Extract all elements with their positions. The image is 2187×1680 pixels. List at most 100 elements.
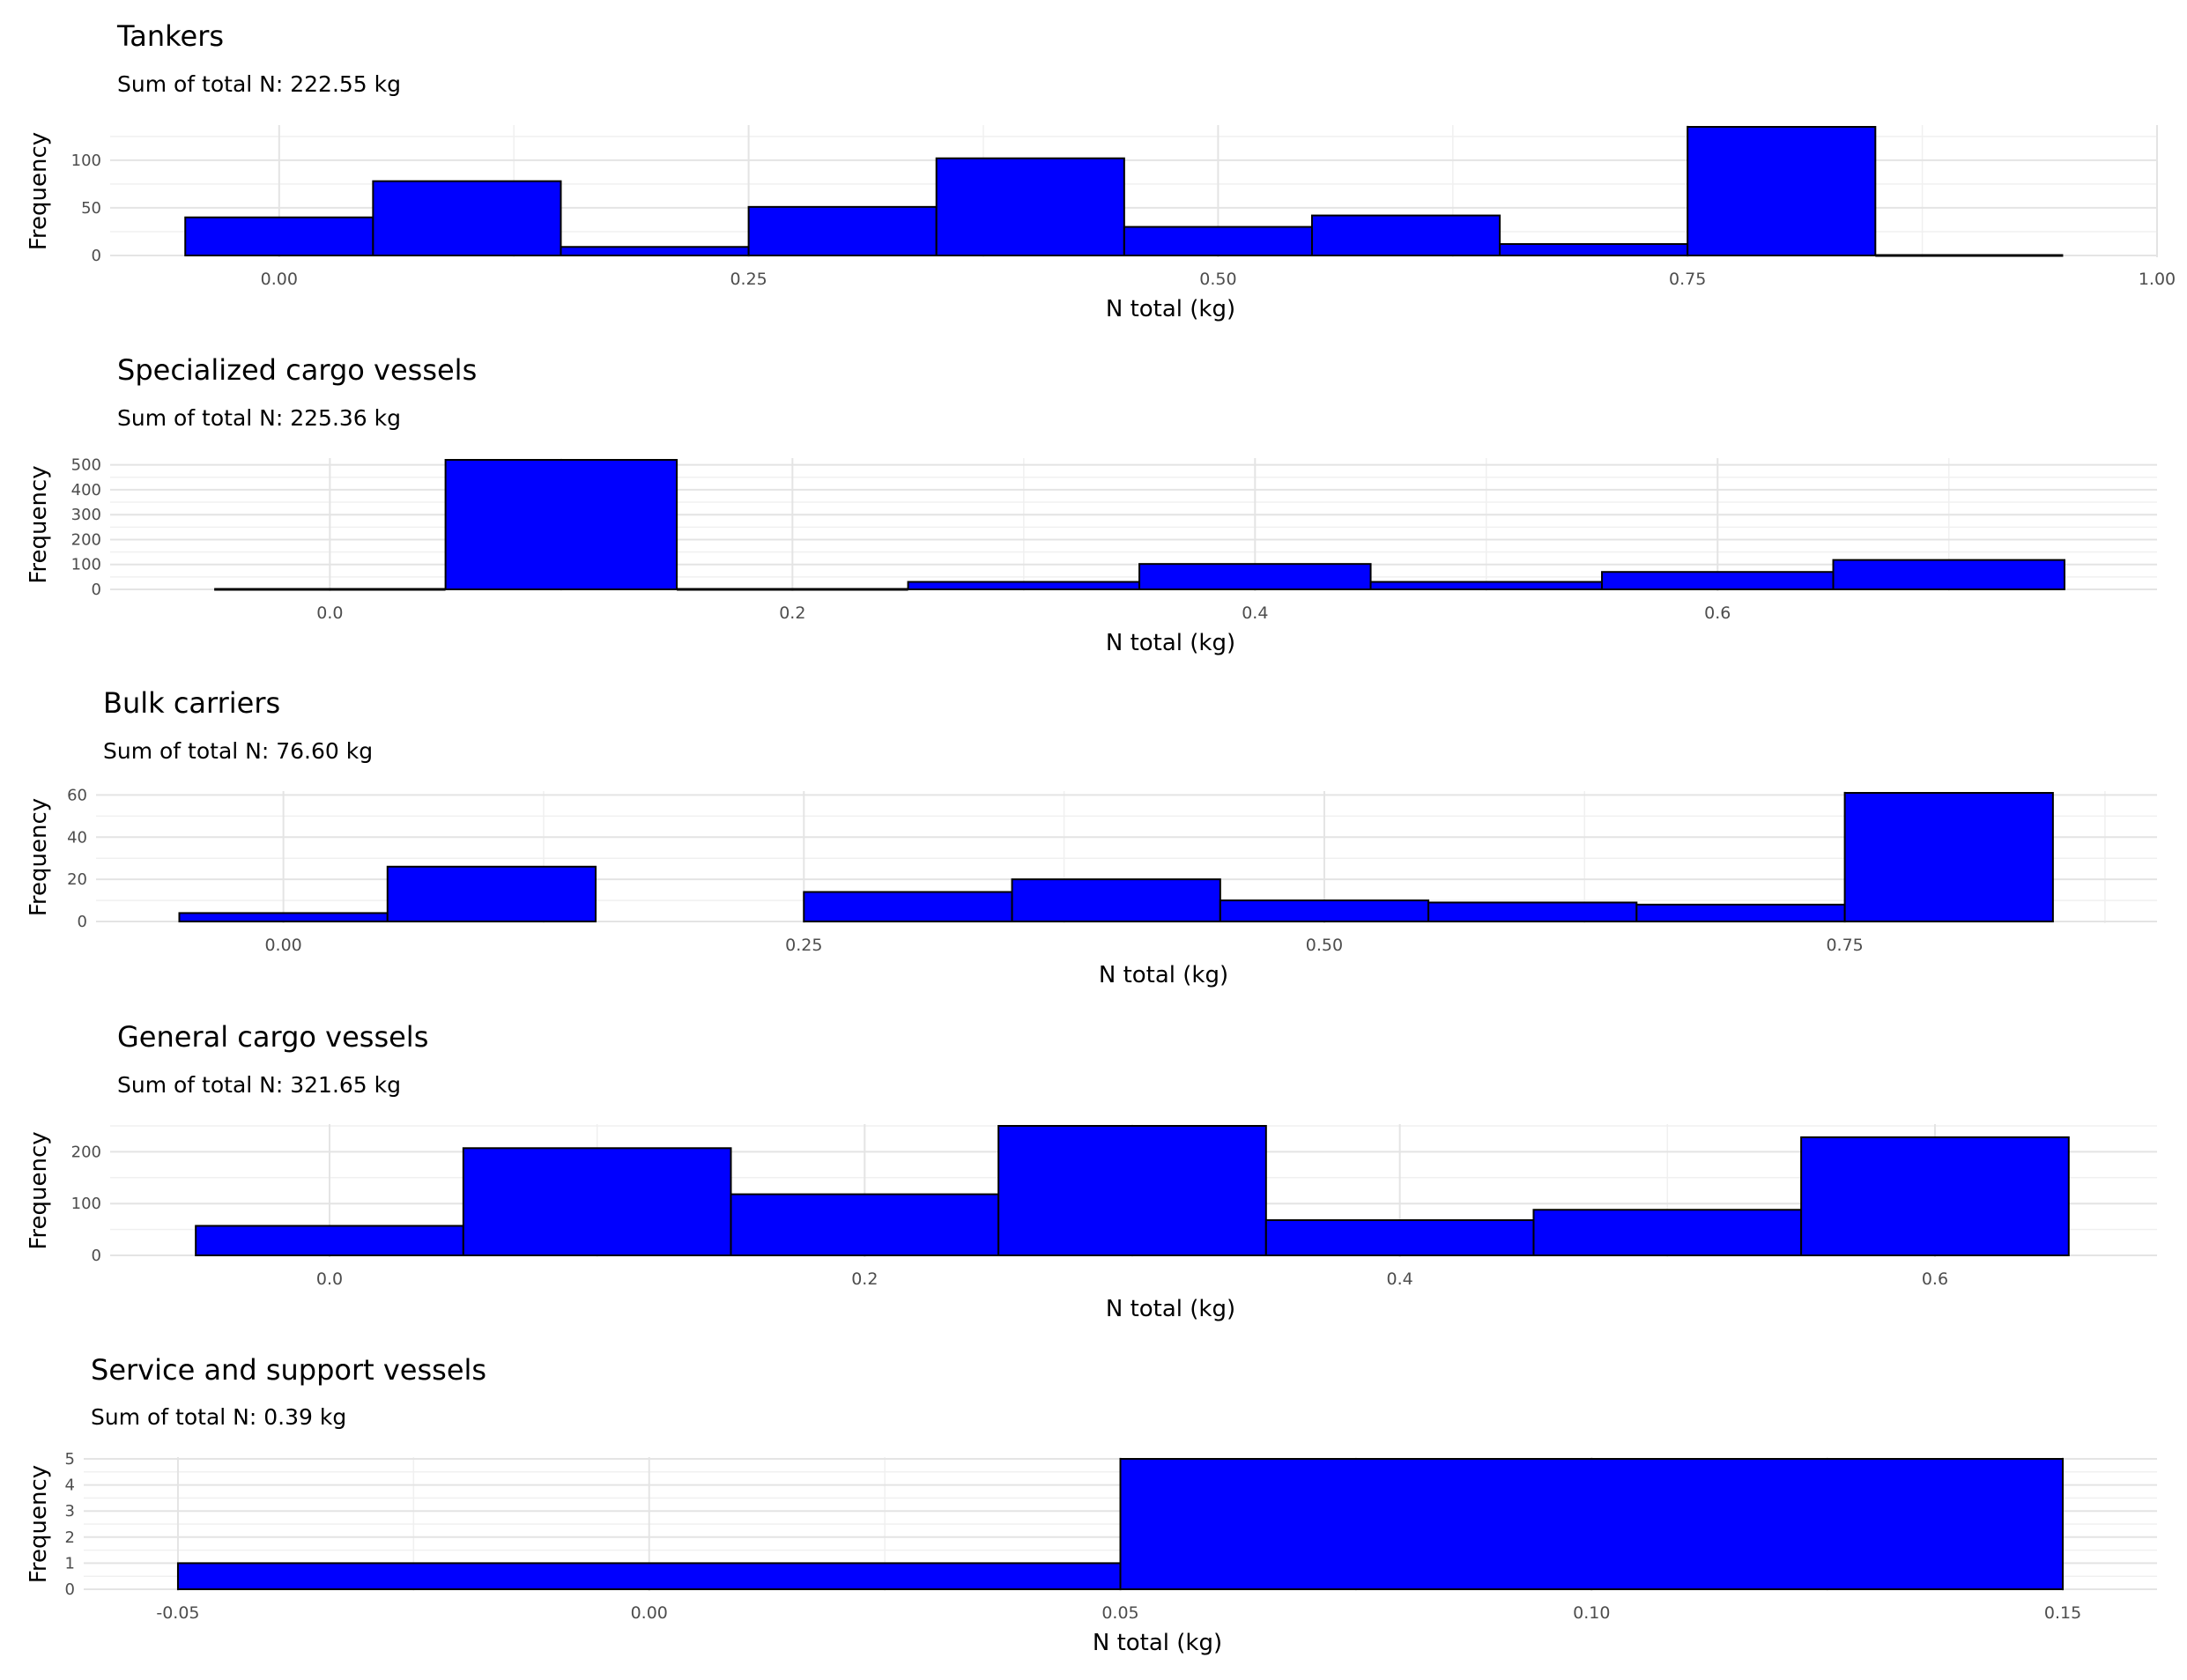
x-axis-label: N total (kg)	[1099, 962, 1228, 988]
y-tick-label: 40	[67, 828, 87, 847]
histogram-bar	[1499, 243, 1689, 256]
histogram-bar	[178, 912, 389, 923]
panel-title: Specialized cargo vessels	[117, 353, 477, 387]
x-tick-label: 0.0	[316, 603, 343, 623]
histogram-bar	[730, 1193, 1000, 1256]
x-tick-label: 0.25	[785, 936, 822, 955]
histogram-bar	[372, 180, 562, 256]
panel-subtitle: Sum of total N: 225.36 kg	[117, 405, 401, 431]
x-axis-label: N total (kg)	[1106, 296, 1235, 322]
histogram-bar	[1119, 1458, 2065, 1590]
y-tick-label: 0	[92, 581, 101, 599]
x-tick-label: 0.6	[1922, 1269, 1948, 1289]
histogram-bar	[747, 205, 938, 257]
y-axis-label: Frequency	[26, 798, 52, 916]
histogram-bar	[1011, 878, 1221, 923]
panel-title: Tankers	[116, 19, 224, 53]
histogram-bar	[1310, 214, 1501, 256]
x-tick-label: -0.05	[156, 1603, 199, 1623]
histogram-bar	[176, 1562, 1122, 1591]
panel-title: Service and support vessels	[91, 1353, 486, 1387]
y-tick-label: 4	[65, 1476, 75, 1495]
histogram-bar	[1219, 899, 1430, 922]
histogram-bar	[444, 459, 678, 590]
x-axis-label: N total (kg)	[1093, 1630, 1222, 1656]
panel-subtitle: Sum of total N: 222.55 kg	[117, 71, 401, 97]
y-tick-label: 300	[71, 506, 101, 524]
y-tick-label: 200	[71, 530, 101, 549]
histogram-bar	[1427, 901, 1638, 922]
histogram-bar	[1635, 903, 1846, 922]
panel-subtitle: Sum of total N: 76.60 kg	[103, 738, 373, 764]
y-axis-label: Frequency	[26, 1131, 52, 1249]
y-tick-label: 500	[71, 456, 101, 475]
y-tick-label: 200	[71, 1143, 101, 1161]
x-tick-label: 0.75	[1669, 270, 1706, 289]
x-tick-label: 0.0	[316, 1269, 343, 1289]
histogram-bar	[1601, 571, 1835, 591]
histogram-panel: 0 1 2 3 4 5 -0.05 0.00 0.05 0.10 0.15 Service and s…	[26, 1353, 2157, 1656]
y-tick-label: 100	[71, 152, 101, 170]
y-tick-label: 400	[71, 481, 101, 500]
x-axis-label: N total (kg)	[1106, 1296, 1235, 1322]
y-tick-label: 3	[65, 1502, 75, 1521]
panel-title: General cargo vessels	[117, 1020, 428, 1054]
x-tick-label: 0.50	[1199, 270, 1236, 289]
y-tick-label: 50	[81, 199, 101, 218]
histogram-panel: 0 50 100 0.00 0.25 0.50 0.75 1.00 Tankers Sum of …	[26, 19, 2176, 322]
x-tick-label: 0.00	[261, 270, 298, 289]
histogram-panel: 0 20 40 60 0.00 0.25 0.50 0.75 Bulk carriers Sum …	[26, 686, 2157, 988]
x-tick-label: 1.00	[2139, 270, 2176, 289]
panel-subtitle: Sum of total N: 321.65 kg	[117, 1072, 401, 1098]
y-tick-label: 0	[65, 1580, 75, 1599]
y-tick-label: 100	[71, 556, 101, 574]
y-tick-label: 100	[71, 1195, 101, 1213]
y-tick-label: 5	[65, 1450, 75, 1469]
histogram-bar	[997, 1125, 1267, 1256]
y-tick-label: 60	[67, 786, 87, 804]
x-tick-label: 0.25	[730, 270, 767, 289]
x-tick-label: 0.10	[1573, 1603, 1610, 1623]
histogram-bar	[935, 157, 1125, 256]
y-axis-label: Frequency	[26, 132, 52, 250]
x-tick-label: 0.05	[1101, 1603, 1138, 1623]
histogram-bar	[803, 891, 1013, 923]
y-tick-label: 2	[65, 1528, 75, 1547]
x-tick-label: 0.75	[1826, 936, 1863, 955]
x-axis-label: N total (kg)	[1106, 630, 1235, 656]
x-tick-label: 0.00	[264, 936, 301, 955]
x-tick-label: 0.2	[851, 1269, 878, 1289]
histogram-bar	[1687, 126, 1877, 256]
histogram-bar	[462, 1147, 732, 1257]
y-tick-label: 20	[67, 870, 87, 889]
y-tick-label: 1	[65, 1554, 75, 1573]
y-axis-label: Frequency	[26, 1465, 52, 1583]
x-tick-label: 0.15	[2044, 1603, 2081, 1623]
histogram-bar	[195, 1225, 464, 1257]
histogram-bar	[1264, 1219, 1535, 1256]
histogram-bar	[1138, 563, 1372, 591]
histogram-bar	[1800, 1136, 2070, 1257]
histogram-bar	[1369, 581, 1604, 590]
panel-subtitle: Sum of total N: 0.39 kg	[91, 1404, 346, 1430]
histogram-bar	[907, 581, 1141, 590]
y-tick-label: 0	[92, 247, 101, 265]
x-tick-label: 0.00	[631, 1603, 668, 1623]
x-tick-label: 0.2	[779, 603, 805, 623]
histogram-bar	[184, 216, 374, 256]
histogram-bar	[1843, 792, 2054, 922]
histogram-bar	[1832, 559, 2066, 591]
x-tick-label: 0.6	[1704, 603, 1731, 623]
x-tick-label: 0.4	[1242, 603, 1268, 623]
panel-title: Bulk carriers	[103, 686, 280, 720]
histogram-panel: 0 100 200 300 400 500 0.0 0.2 0.4 0.6 Specialized …	[26, 353, 2157, 656]
y-axis-label: Frequency	[26, 465, 52, 583]
y-tick-label: 0	[78, 913, 87, 931]
histogram-bar	[1532, 1209, 1803, 1256]
x-tick-label: 0.4	[1387, 1269, 1413, 1289]
histogram-panel: 0 100 200 0.0 0.2 0.4 0.6 General cargo vessels…	[26, 1020, 2157, 1322]
x-tick-label: 0.50	[1306, 936, 1343, 955]
histogram-bar	[560, 246, 750, 256]
y-tick-label: 0	[92, 1247, 101, 1265]
